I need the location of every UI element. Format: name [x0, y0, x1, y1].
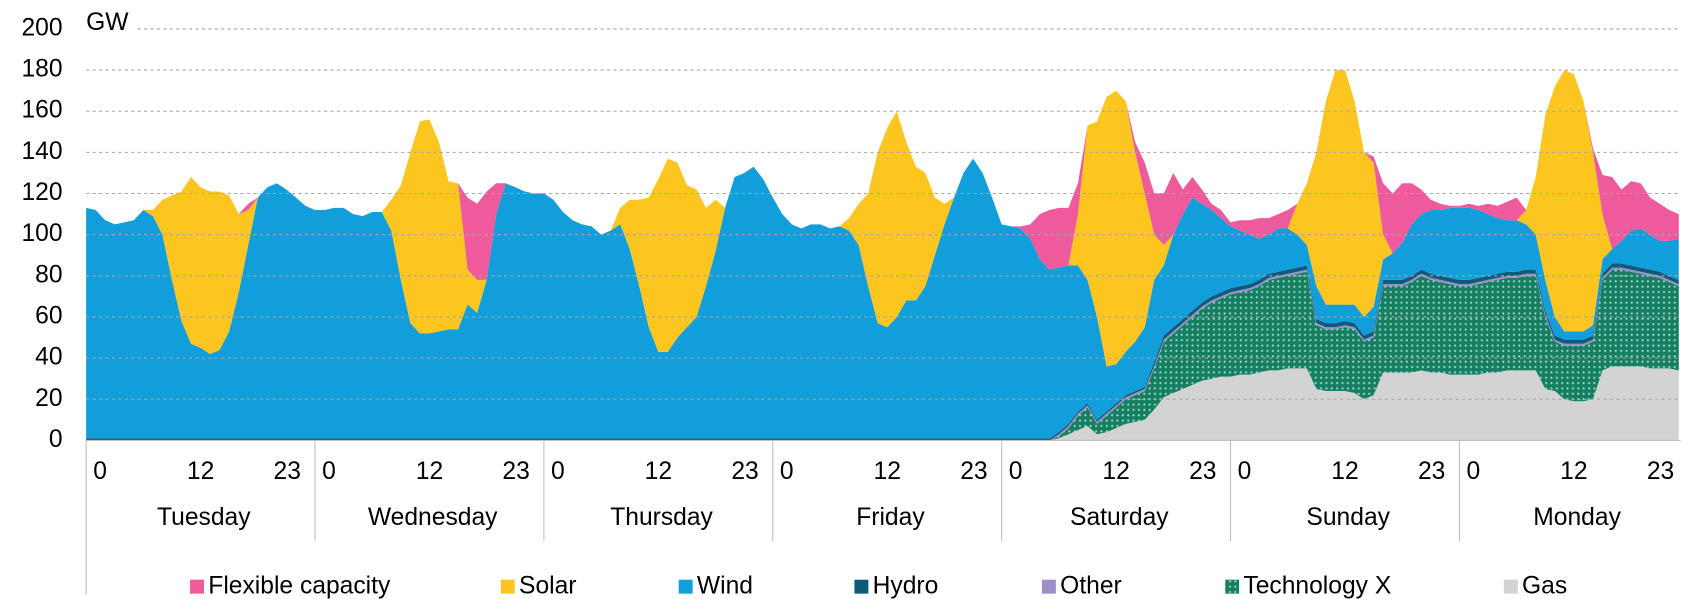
area-5 — [86, 269, 1679, 441]
x-tick-label: 12 — [874, 458, 901, 485]
x-tick-label: 0 — [93, 458, 107, 485]
x-tick-label: 12 — [1560, 458, 1587, 485]
legend-swatch — [190, 579, 204, 594]
area-2 — [86, 158, 1679, 439]
day-label: Tuesday — [157, 504, 251, 531]
area-1 — [86, 70, 1679, 367]
legend-label: Other — [1060, 573, 1122, 599]
y-unit-label: GW — [86, 9, 129, 36]
day-label: Sunday — [1306, 504, 1390, 531]
legend-swatch — [500, 579, 515, 594]
x-tick-label: 23 — [1418, 458, 1445, 485]
y-tick-label: 120 — [21, 179, 62, 206]
legend-label: Wind — [697, 573, 753, 599]
x-tick-label: 12 — [187, 458, 214, 485]
y-tick-label: 40 — [35, 344, 62, 371]
y-tick-label: 160 — [21, 97, 62, 124]
legend-swatch — [1225, 579, 1240, 594]
x-tick-label: 23 — [960, 458, 987, 485]
x-tick-label: 0 — [1238, 458, 1252, 485]
day-label: Monday — [1533, 504, 1621, 531]
areas — [86, 70, 1679, 441]
area-0 — [86, 70, 1679, 280]
day-label: Friday — [856, 504, 925, 531]
x-tick-label: 12 — [645, 458, 672, 485]
x-tick-label: 23 — [502, 458, 529, 485]
x-tick-label: 23 — [731, 458, 758, 485]
x-tick-label: 0 — [1009, 458, 1023, 485]
x-tick-label: 0 — [1467, 458, 1481, 485]
x-tick-label: 0 — [780, 458, 794, 485]
x-tick-label: 23 — [1647, 458, 1674, 485]
legend-swatch — [1041, 579, 1056, 594]
legend-swatch — [678, 579, 693, 594]
day-label: Wednesday — [368, 504, 498, 531]
y-tick-label: 100 — [21, 220, 62, 247]
x-tick-label: 23 — [1189, 458, 1216, 485]
legend-label: Gas — [1522, 573, 1567, 599]
x-tick-label: 12 — [416, 458, 443, 485]
y-tick-label: 180 — [21, 56, 62, 83]
legend-label: Hydro — [873, 573, 939, 599]
day-label: Saturday — [1070, 504, 1169, 531]
y-tick-label: 0 — [49, 426, 63, 453]
x-tick-label: 12 — [1331, 458, 1358, 485]
y-tick-label: 200 — [21, 14, 62, 41]
day-label: Thursday — [610, 504, 713, 531]
legend-label: Solar — [519, 573, 576, 599]
legend-swatch — [1503, 579, 1518, 594]
legend-swatch — [854, 579, 869, 594]
y-tick-label: 60 — [35, 302, 62, 329]
x-tick-label: 0 — [322, 458, 336, 485]
legend-label: Technology X — [1243, 573, 1391, 599]
x-tick-label: 23 — [274, 458, 301, 485]
x-tick-label: 0 — [551, 458, 565, 485]
y-tick-label: 20 — [35, 385, 62, 412]
area-6 — [86, 366, 1679, 441]
y-tick-label: 80 — [35, 261, 62, 288]
x-tick-label: 12 — [1102, 458, 1129, 485]
legend-label: Flexible capacity — [208, 573, 391, 599]
y-tick-label: 140 — [21, 138, 62, 165]
